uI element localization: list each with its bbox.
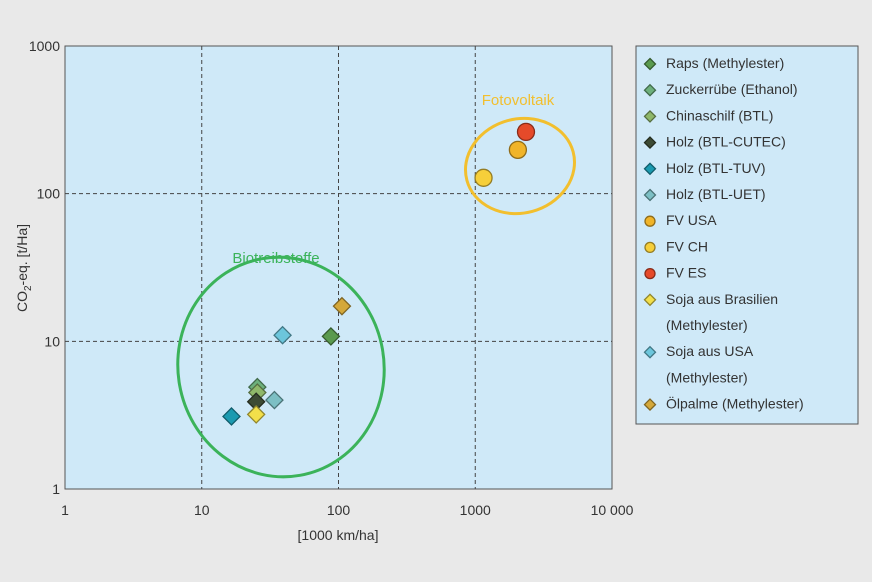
x-tick-label: 10 bbox=[194, 502, 210, 518]
data-point-circle bbox=[516, 122, 536, 142]
legend-marker bbox=[643, 188, 657, 202]
data-points bbox=[222, 122, 536, 426]
legend-label: Holz (BTL-UET) bbox=[666, 186, 766, 202]
legend-label: FV USA bbox=[666, 212, 717, 228]
legend-marker bbox=[643, 398, 657, 412]
x-tick-label: 1000 bbox=[460, 502, 491, 518]
legend-label: Chinaschilf (BTL) bbox=[666, 107, 773, 123]
y-tick-label: 1 bbox=[52, 481, 60, 497]
legend-label: FV ES bbox=[666, 265, 706, 281]
legend-marker bbox=[644, 215, 656, 227]
legend-label: Zuckerrübe (Ethanol) bbox=[666, 81, 798, 97]
x-tick-labels: 1 10 100 1000 10 000 bbox=[61, 502, 634, 518]
data-point-circle bbox=[508, 140, 528, 160]
data-point-diamond bbox=[273, 325, 292, 345]
legend-marker bbox=[644, 267, 656, 280]
legend-box bbox=[635, 45, 859, 425]
legend-label: (Methylester) bbox=[666, 317, 748, 333]
legend-marker bbox=[643, 162, 657, 176]
legend-marker bbox=[643, 109, 657, 123]
y-tick-label: 10 bbox=[44, 333, 60, 349]
legend-label: Ölpalme (Methylester) bbox=[666, 395, 804, 412]
y-tick-label: 100 bbox=[37, 186, 61, 202]
legend-label: Raps (Methylester) bbox=[666, 55, 784, 71]
legend-label: Soja aus USA bbox=[666, 343, 754, 359]
y-axis-label-prefix: CO bbox=[14, 291, 30, 312]
data-point-diamond bbox=[332, 296, 352, 316]
legend-marker bbox=[643, 57, 657, 71]
legend-marker bbox=[643, 345, 657, 359]
legend-marker bbox=[644, 241, 656, 254]
x-tick-label: 10 000 bbox=[591, 502, 634, 518]
y-tick-labels: 1 10 100 1000 bbox=[29, 38, 60, 497]
x-axis-label: [1000 km/ha] bbox=[298, 527, 379, 543]
legend-label: Holz (BTL-CUTEC) bbox=[666, 134, 786, 150]
biofuels-ellipse bbox=[176, 255, 386, 479]
y-axis-label-subscript: 2 bbox=[23, 285, 34, 291]
data-point-diamond bbox=[265, 390, 284, 410]
y-axis-label: CO2-eq. [t/Ha] bbox=[14, 224, 34, 312]
legend-marker bbox=[643, 83, 657, 97]
legend-label: Holz (BTL-TUV) bbox=[666, 160, 766, 176]
annotation-group: Biotreibstoffe Fotovoltaik bbox=[176, 92, 577, 479]
photovoltaics-ellipse bbox=[463, 116, 577, 216]
x-tick-label: 1 bbox=[61, 502, 69, 518]
photovoltaics-label: Fotovoltaik bbox=[482, 92, 555, 109]
data-point-circle bbox=[474, 168, 493, 187]
legend: Raps (Methylester) Zuckerrübe (Ethanol) Ch… bbox=[643, 55, 804, 412]
legend-label: (Methylester) bbox=[666, 369, 748, 385]
data-point-diamond bbox=[222, 407, 241, 426]
data-point-diamond bbox=[321, 326, 341, 346]
legend-label: FV CH bbox=[666, 238, 708, 254]
grid-lines bbox=[65, 46, 612, 489]
legend-marker bbox=[643, 136, 657, 150]
legend-marker bbox=[643, 293, 657, 307]
y-axis-label-suffix: -eq. [t/Ha] bbox=[14, 224, 30, 285]
x-tick-label: 100 bbox=[327, 502, 351, 518]
data-point-diamond bbox=[246, 404, 266, 424]
y-tick-label: 1000 bbox=[29, 38, 60, 54]
biofuels-label: Biotreibstoffe bbox=[232, 250, 319, 267]
legend-label: Soja aus Brasilien bbox=[666, 291, 778, 307]
